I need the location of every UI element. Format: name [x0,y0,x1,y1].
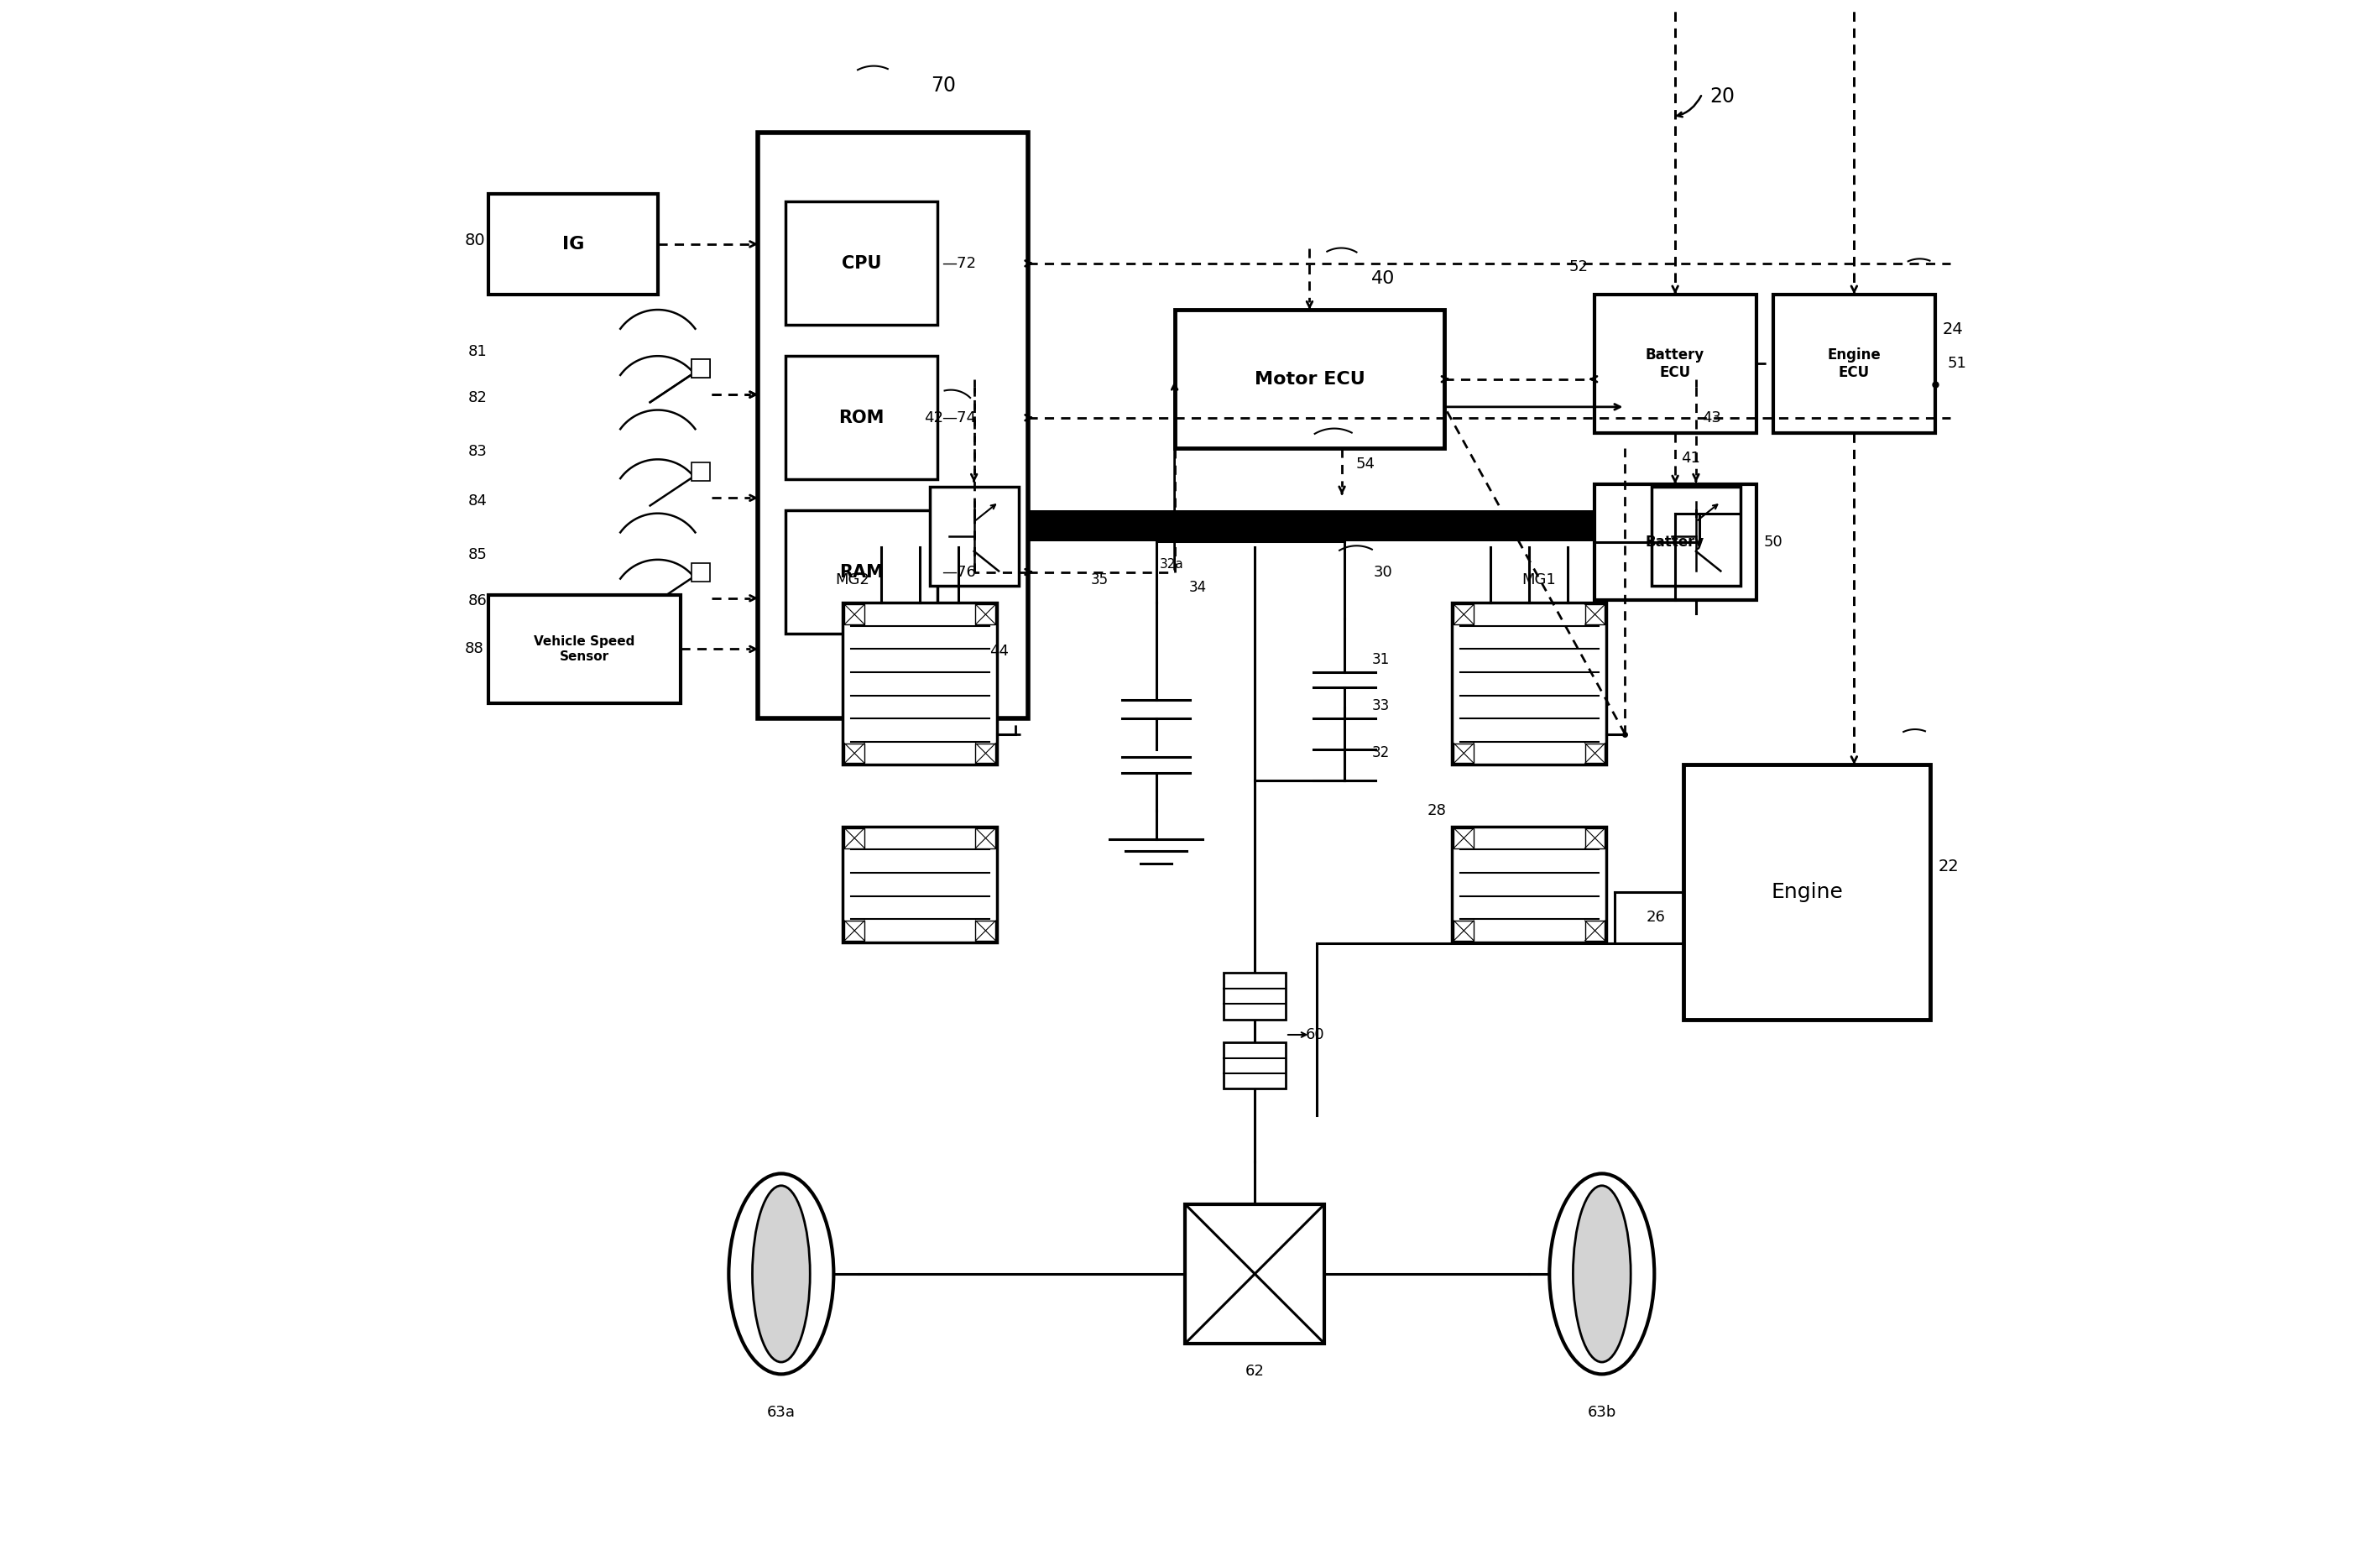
Text: Engine
ECU: Engine ECU [1828,348,1880,380]
Text: Battery
ECU: Battery ECU [1645,348,1704,380]
Text: 33: 33 [1371,698,1390,714]
Text: 32: 32 [1371,745,1390,760]
Text: 35: 35 [1090,572,1109,587]
Text: —72: —72 [942,256,976,270]
Bar [693,358,709,377]
Bar [976,921,995,941]
Text: 70: 70 [931,76,957,96]
Bar [845,743,864,763]
Text: 54: 54 [1357,456,1376,471]
Text: 83: 83 [469,443,488,459]
Text: Engine: Engine [1771,882,1842,902]
Text: 63a: 63a [766,1404,795,1420]
Text: 84: 84 [469,493,488,508]
Bar [1185,1205,1323,1343]
Text: 22: 22 [1937,859,1959,874]
Text: 34: 34 [1190,579,1207,595]
Text: 51: 51 [1947,357,1966,371]
Text: 28: 28 [1428,803,1447,819]
Text: —76: —76 [942,564,976,579]
Text: 31: 31 [1371,652,1390,667]
Ellipse shape [728,1174,833,1374]
Bar [845,828,864,848]
Bar [1585,921,1604,941]
Text: 41: 41 [1680,451,1699,467]
Text: 52: 52 [1568,260,1587,273]
Text: 32a: 32a [1159,558,1183,570]
Bar [693,562,709,581]
Bar [931,487,1019,586]
Ellipse shape [752,1185,809,1363]
Bar [1176,309,1445,448]
Bar [1454,604,1473,624]
Bar [759,133,1028,718]
Text: 80: 80 [464,232,486,249]
Bar [1683,765,1930,1020]
Text: ROM: ROM [838,409,885,426]
Bar [845,921,864,941]
Text: 86: 86 [469,593,488,609]
Bar [1454,828,1473,848]
Text: 63b: 63b [1587,1404,1616,1420]
Bar [1595,484,1756,599]
Text: 20: 20 [1709,87,1735,107]
Bar [1454,743,1473,763]
Bar [1452,827,1607,942]
Bar [785,202,938,324]
Bar [488,195,657,294]
Bar [976,828,995,848]
Text: 43: 43 [1702,409,1721,425]
Text: MG2: MG2 [835,572,869,587]
Text: RAM: RAM [840,564,883,581]
Ellipse shape [1549,1174,1654,1374]
Bar [1773,294,1935,433]
Text: Battery: Battery [1645,535,1704,550]
Bar [488,595,681,703]
Text: 88: 88 [464,641,483,657]
Text: 60: 60 [1307,1027,1326,1043]
Bar [1585,743,1604,763]
Bar [966,510,1699,541]
Bar [693,358,709,377]
Bar [1452,603,1607,765]
Bar [843,827,997,942]
Bar [1454,921,1473,941]
Bar [1223,973,1285,1020]
Ellipse shape [1573,1185,1630,1363]
Text: 42: 42 [923,409,942,425]
Text: 30: 30 [1373,564,1392,579]
Text: 85: 85 [469,547,488,562]
Bar [1595,294,1756,433]
Text: MG1: MG1 [1521,572,1557,587]
Text: —74: —74 [942,409,976,425]
Bar [843,603,997,765]
Text: 24: 24 [1942,321,1964,337]
Text: 50: 50 [1764,535,1783,550]
Text: 40: 40 [1371,270,1395,287]
Bar [785,510,938,633]
Bar [1652,487,1740,586]
Text: CPU: CPU [843,255,881,272]
Bar [693,462,709,480]
Text: IG: IG [562,236,583,252]
Bar [1223,1043,1285,1089]
Bar [976,604,995,624]
Text: Motor ECU: Motor ECU [1254,371,1364,388]
Bar [1585,604,1604,624]
Bar [976,743,995,763]
Text: Vehicle Speed
Sensor: Vehicle Speed Sensor [533,635,635,663]
Text: 26: 26 [1647,910,1666,925]
Text: 82: 82 [469,389,488,405]
Bar [785,355,938,479]
Bar [1585,828,1604,848]
Text: 81: 81 [469,345,488,358]
Bar [845,604,864,624]
Text: 44: 44 [990,644,1009,660]
Text: 62: 62 [1245,1364,1264,1378]
